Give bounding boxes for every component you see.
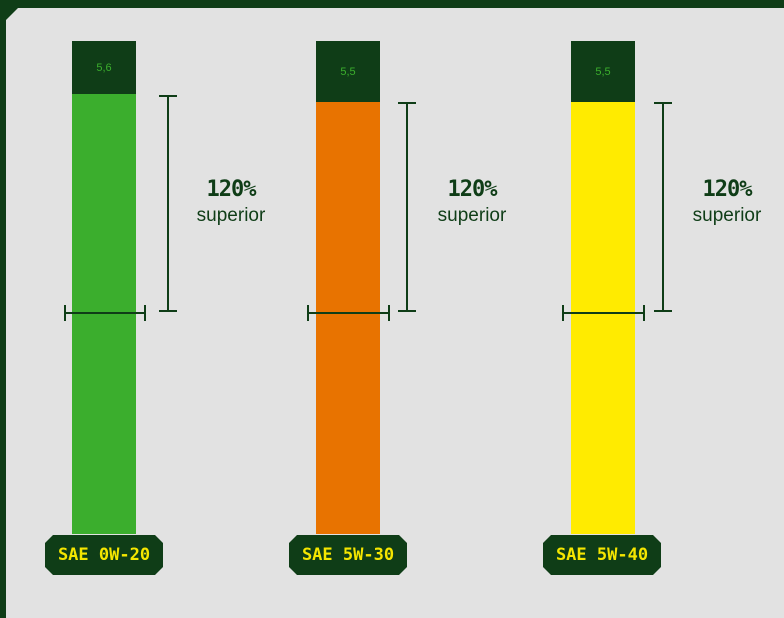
- difference-bracket-1: [167, 96, 169, 312]
- bracket-top-cap-2: [398, 102, 416, 104]
- bracket-bottom-cap-2: [398, 310, 416, 312]
- bracket-bottom-cap-3: [654, 310, 672, 312]
- baseline-cap-left-1: [64, 305, 66, 321]
- bracket-bottom-cap-1: [159, 310, 177, 312]
- baseline-marker-2: [307, 312, 390, 314]
- baseline-cap-right-3: [643, 305, 645, 321]
- baseline-cap-left-2: [307, 305, 309, 321]
- baseline-cap-right-1: [144, 305, 146, 321]
- bar-top-cap-2: 5,5: [316, 41, 380, 102]
- superior-label-1: superior: [196, 205, 266, 226]
- baseline-marker-1: [64, 312, 146, 314]
- bracket-top-cap-3: [654, 102, 672, 104]
- top-value-label-1: 5,6: [96, 61, 112, 74]
- bar-1: [72, 94, 136, 534]
- bar-top-cap-1: 5,6: [72, 41, 136, 94]
- category-label-2: SAE 5W-30: [289, 535, 407, 575]
- category-label-3: SAE 5W-40: [543, 535, 661, 575]
- baseline-cap-right-2: [388, 305, 390, 321]
- percent-label-3: 120%: [702, 177, 753, 202]
- bar-3: [571, 102, 635, 534]
- bar-2: [316, 102, 380, 534]
- superior-label-2: superior: [437, 205, 507, 226]
- top-value-label-2: 5,5: [340, 65, 356, 78]
- superior-label-3: superior: [692, 205, 762, 226]
- difference-bracket-3: [662, 103, 664, 312]
- bar-top-cap-3: 5,5: [571, 41, 635, 102]
- category-label-1: SAE 0W-20: [45, 535, 163, 575]
- baseline-marker-3: [562, 312, 645, 314]
- percent-label-1: 120%: [206, 177, 257, 202]
- bracket-top-cap-1: [159, 95, 177, 97]
- percent-label-2: 120%: [447, 177, 498, 202]
- top-value-label-3: 5,5: [595, 65, 611, 78]
- difference-bracket-2: [406, 103, 408, 312]
- baseline-cap-left-3: [562, 305, 564, 321]
